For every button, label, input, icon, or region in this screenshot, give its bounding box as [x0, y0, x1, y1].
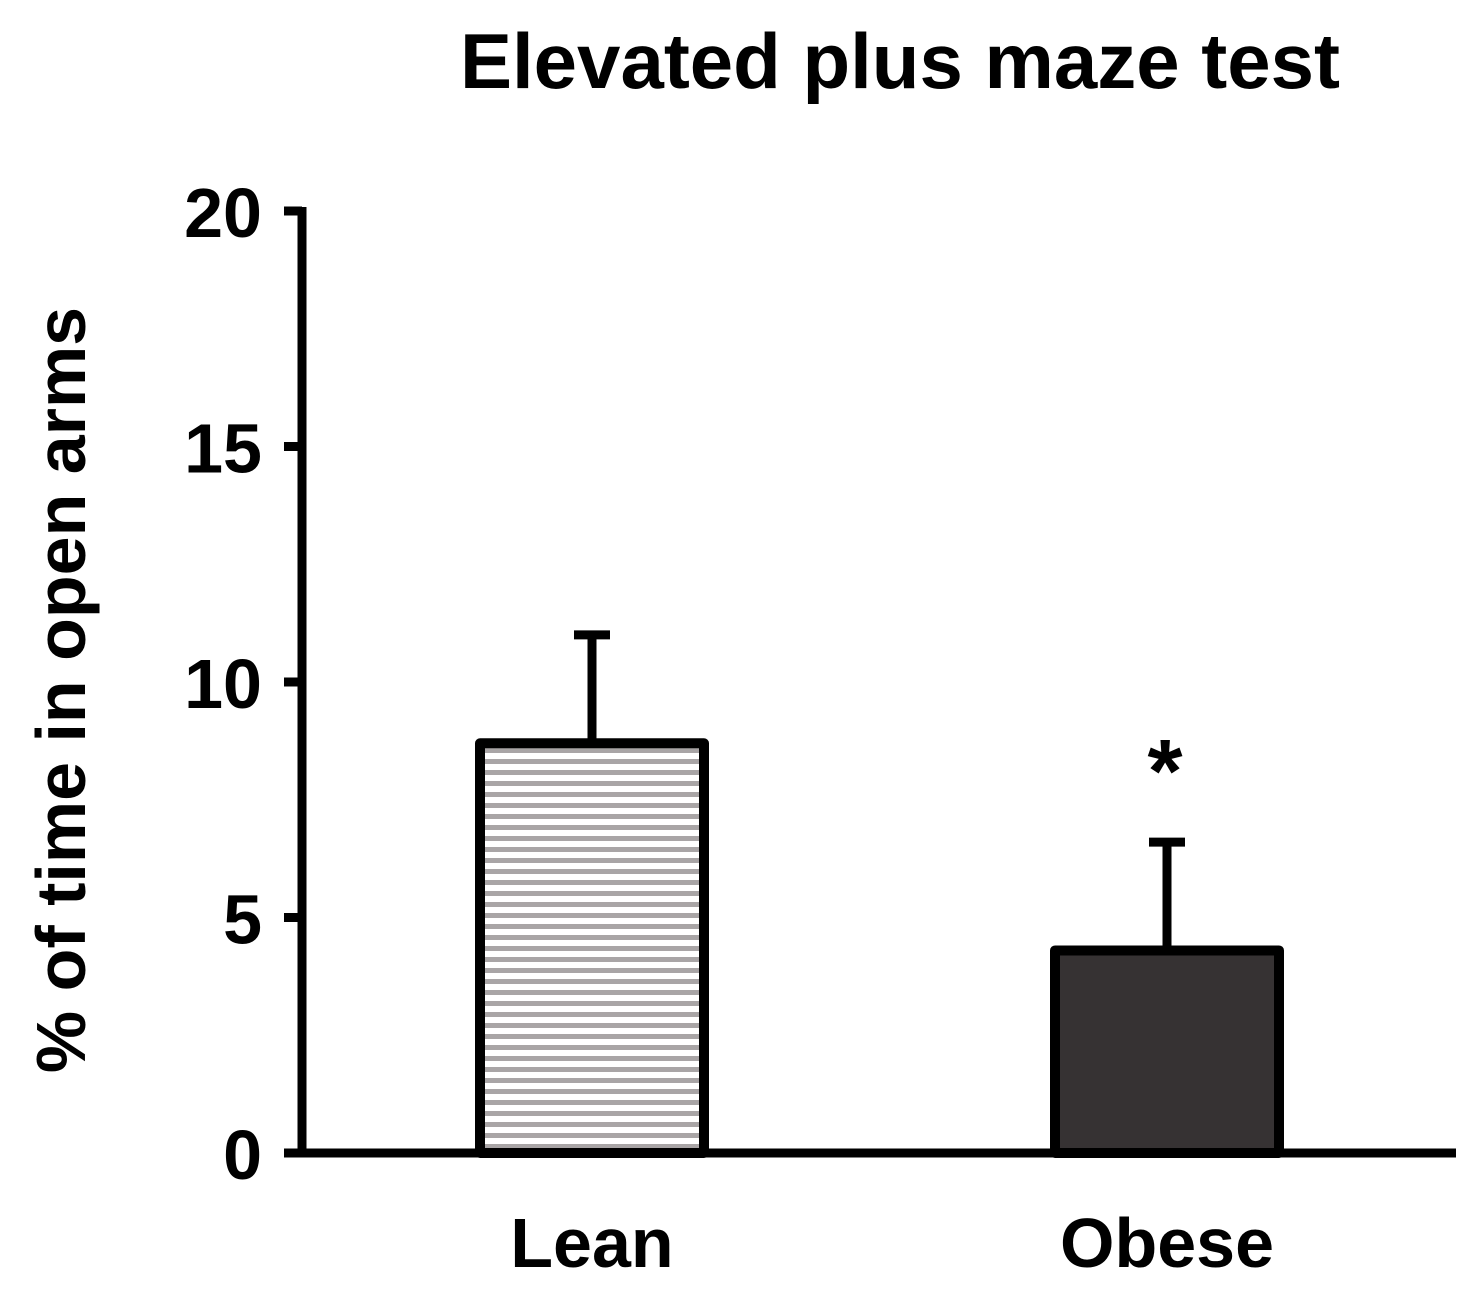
- y-tick-label-20: 20: [184, 174, 262, 252]
- bar-obese: [1050, 945, 1284, 1158]
- annotations: *: [1147, 722, 1182, 822]
- error-bars: [574, 630, 1185, 951]
- x-tick-label-obese: Obese: [1060, 1204, 1274, 1282]
- y-axis-ticks: 0 5 10 15 20: [184, 174, 302, 1194]
- chart-title: Elevated plus maze test: [460, 17, 1340, 105]
- y-tick-label-15: 15: [184, 410, 262, 488]
- significance-marker-obese: *: [1147, 722, 1182, 822]
- bar-lean: [475, 738, 709, 1158]
- y-tick-label-0: 0: [223, 1116, 262, 1194]
- x-tick-label-lean: Lean: [510, 1204, 673, 1282]
- y-axis-label: % of time in open arms: [22, 307, 100, 1073]
- y-tick-label-5: 5: [223, 881, 262, 959]
- x-axis-tick-labels: Lean Obese: [510, 1204, 1274, 1282]
- y-tick-label-10: 10: [184, 645, 262, 723]
